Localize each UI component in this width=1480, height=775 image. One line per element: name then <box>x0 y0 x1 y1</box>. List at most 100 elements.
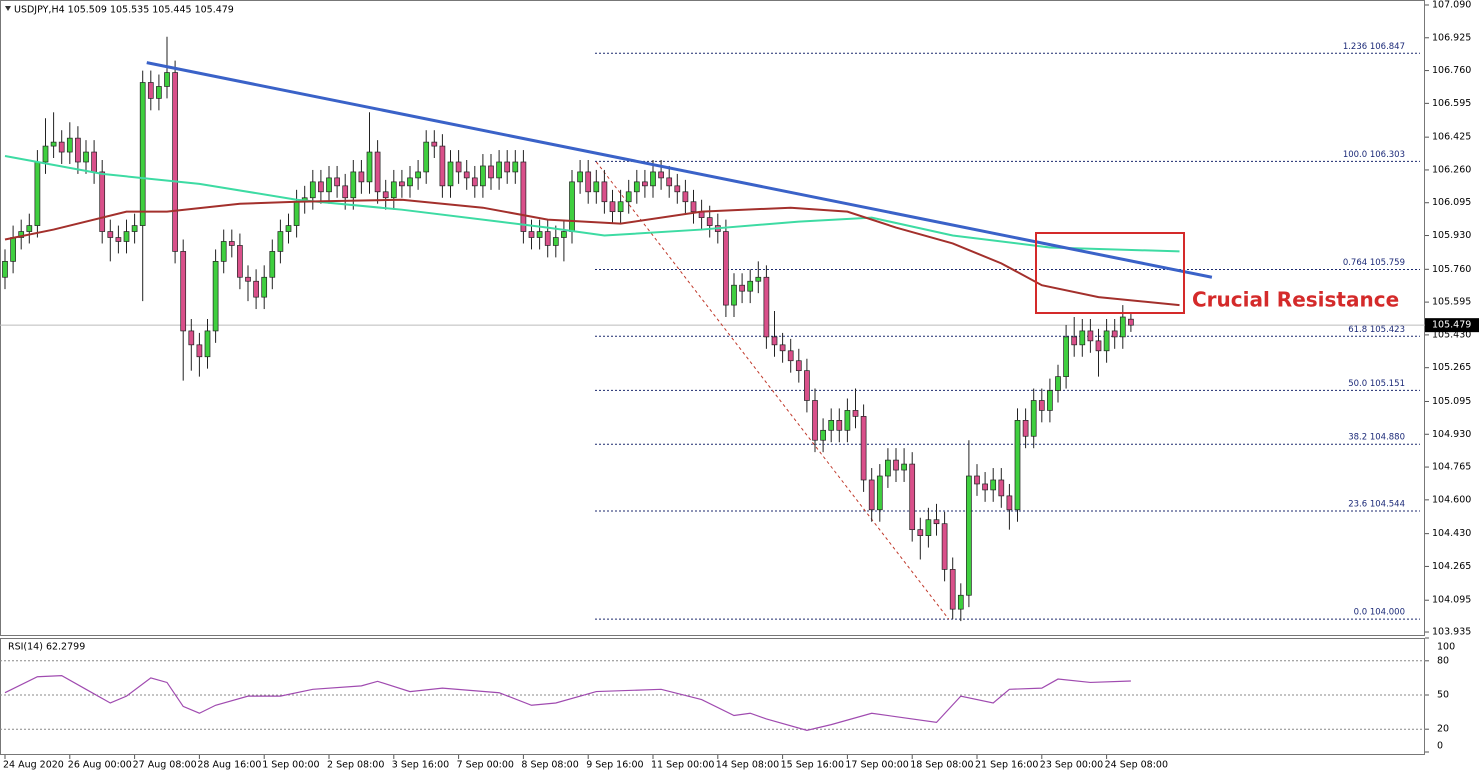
candle-body <box>115 237 122 242</box>
candle-body <box>544 231 551 246</box>
candle-body <box>974 475 980 485</box>
candle-body <box>706 217 713 226</box>
y-tick-label: 106.760 <box>1432 65 1471 76</box>
candle-body <box>399 181 405 187</box>
candle-body <box>407 177 413 187</box>
candle-body <box>139 82 146 226</box>
candle-body <box>528 231 535 238</box>
candle-body <box>1087 330 1094 342</box>
candle-body <box>658 171 664 179</box>
x-tick-label: 26 Aug 00:00 <box>68 760 132 771</box>
candle-body <box>204 330 211 358</box>
candle-body <box>1038 400 1045 411</box>
y-tick-label: 100 <box>1437 642 1455 653</box>
candle-body <box>212 261 219 332</box>
candle-body <box>731 284 737 306</box>
y-tick-label: 80 <box>1437 655 1449 666</box>
candle-body <box>520 161 527 232</box>
candle-body <box>860 416 867 481</box>
candle-body <box>941 523 948 570</box>
candle-body <box>512 161 519 173</box>
y-tick-label: 106.595 <box>1432 98 1471 109</box>
fib-label: 23.6 104.544 <box>1348 499 1405 509</box>
candle-body <box>123 231 130 242</box>
candle-body <box>990 479 997 491</box>
y-tick-label: 104.930 <box>1432 429 1471 440</box>
y-tick-label: 50 <box>1437 690 1449 701</box>
chart-title: USDJPY,H4 105.509 105.535 105.445 105.47… <box>14 5 234 16</box>
candle-body <box>787 350 794 362</box>
candle-body <box>488 165 494 179</box>
candle-body <box>812 400 818 441</box>
candle-body <box>917 529 924 536</box>
x-tick-label: 23 Sep 00:00 <box>1040 760 1103 771</box>
candle-body <box>893 459 899 471</box>
x-tick-label: 24 Sep 08:00 <box>1105 760 1168 771</box>
candle-body <box>804 370 810 401</box>
candle-body <box>415 171 421 179</box>
x-tick-label: 17 Sep 00:00 <box>845 760 908 771</box>
candle-body <box>1022 420 1029 437</box>
y-tick-label: 104.600 <box>1432 494 1471 505</box>
candle-body <box>156 86 162 99</box>
y-tick-label: 106.925 <box>1432 32 1471 43</box>
x-tick-label: 8 Sep 08:00 <box>521 760 578 771</box>
candle-body <box>164 72 170 87</box>
candle-body <box>334 177 340 187</box>
candle-body <box>868 479 875 511</box>
rsi-title: RSI(14) 62.2799 <box>8 642 85 653</box>
candle-body <box>220 241 227 262</box>
current-price-label: 105.479 <box>1432 320 1471 331</box>
main-frame <box>0 0 1425 636</box>
y-tick-label: 104.265 <box>1432 561 1471 572</box>
candle-body <box>358 171 365 183</box>
candle-body <box>642 181 648 187</box>
candle-body <box>828 420 835 431</box>
candle-body <box>1111 330 1118 338</box>
candle-body <box>261 276 268 298</box>
candle-body <box>50 141 57 147</box>
resistance-box <box>1035 232 1185 314</box>
candle-body <box>682 191 689 203</box>
candle-body <box>447 161 454 187</box>
candle-body <box>585 171 592 193</box>
candle-body <box>496 161 502 179</box>
candle-body <box>876 475 883 511</box>
candle-body <box>374 151 381 193</box>
x-tick-label: 21 Sep 16:00 <box>975 760 1038 771</box>
y-tick-label: 106.425 <box>1432 132 1471 143</box>
y-tick-label: 105.760 <box>1432 264 1471 275</box>
candle-body <box>277 231 284 252</box>
candle-body <box>26 225 33 232</box>
candle-body <box>1128 318 1134 326</box>
candle-body <box>10 237 16 262</box>
y-tick-label: 105.595 <box>1432 297 1471 308</box>
candle-body <box>561 231 567 238</box>
candle-body <box>390 181 397 199</box>
candle-body <box>674 185 681 193</box>
candle-body <box>666 177 673 187</box>
x-tick-label: 1 Sep 00:00 <box>262 760 319 771</box>
candle-body <box>455 161 462 173</box>
candle-body <box>925 519 932 536</box>
candle-body <box>844 410 851 431</box>
candle-body <box>1079 330 1086 346</box>
candle-body <box>593 181 600 193</box>
candle-body <box>577 171 583 183</box>
candle-body <box>1095 340 1102 352</box>
fib-label: 61.8 105.423 <box>1348 325 1405 335</box>
candle-body <box>650 171 656 187</box>
candle-body <box>601 181 608 203</box>
candle-body <box>318 181 324 193</box>
candle-body <box>609 201 616 213</box>
retracement-line <box>595 161 950 620</box>
rsi-line <box>4 675 1131 731</box>
candle-body <box>1030 400 1037 437</box>
fib-label: 1.236 106.847 <box>1343 42 1405 52</box>
moving-average <box>4 198 1180 307</box>
fib-label: 50.0 105.151 <box>1348 379 1405 389</box>
candle-body <box>423 141 430 173</box>
candle-body <box>66 137 73 153</box>
